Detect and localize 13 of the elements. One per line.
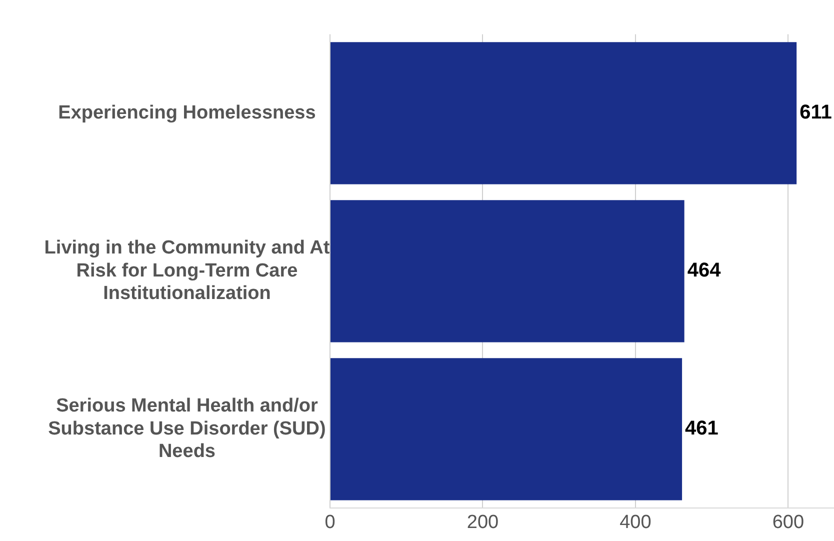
y-tick-label: Experiencing Homelessness [58, 102, 316, 124]
y-tick-label: Living in the Community and At Risk for Long-Term Care Institutionalization [44, 238, 330, 304]
bar [330, 200, 684, 342]
y-tick-label: Serious Mental Health and/or Substance Use Disorder (SUD) Needs [48, 396, 326, 462]
bar [330, 42, 797, 184]
bar [330, 358, 682, 500]
data-label: 461 [685, 418, 718, 440]
x-tick-label: 400 [620, 512, 652, 533]
x-tick-label: 600 [772, 512, 804, 533]
x-tick-label: 0 [324, 512, 336, 533]
data-label: 611 [800, 102, 832, 124]
x-tick-label: 200 [466, 512, 499, 533]
data-label: 464 [687, 260, 722, 282]
